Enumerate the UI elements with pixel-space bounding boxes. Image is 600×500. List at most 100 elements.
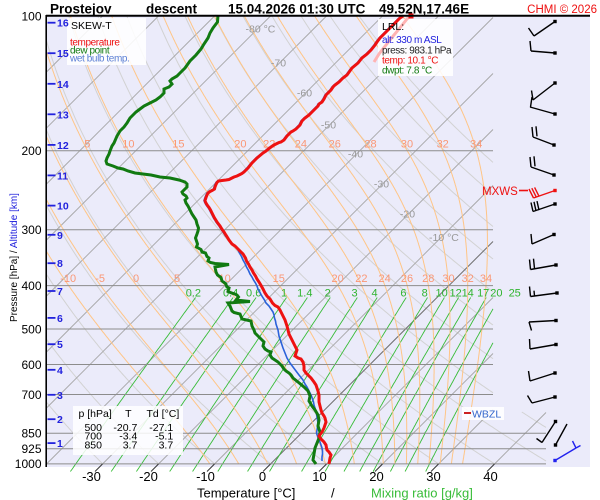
svg-text:/: / (331, 486, 335, 500)
svg-text:15: 15 (57, 48, 69, 60)
svg-text:3.7: 3.7 (123, 440, 138, 452)
svg-text:5: 5 (57, 339, 63, 351)
svg-text:25: 25 (509, 288, 521, 300)
svg-text:SKEW-T: SKEW-T (71, 20, 112, 32)
svg-text:-70: -70 (271, 58, 286, 70)
svg-text:3: 3 (352, 288, 358, 300)
svg-text:WBZL: WBZL (472, 409, 501, 421)
svg-text:1: 1 (281, 288, 287, 300)
svg-text:-60: -60 (297, 88, 312, 100)
svg-text:15: 15 (172, 138, 184, 150)
svg-text:press: 983.1 hPa: press: 983.1 hPa (382, 46, 452, 57)
svg-text:8: 8 (422, 288, 428, 300)
svg-text:Pressure [hPa] / Altitude [k: Pressure [hPa] / Altitude [km] (9, 193, 20, 322)
svg-text:LRL:: LRL: (382, 21, 404, 33)
svg-text:dwpt: 7.8 °C: dwpt: 7.8 °C (382, 66, 432, 77)
svg-text:850: 850 (21, 427, 41, 441)
svg-text:-40: -40 (348, 149, 363, 161)
svg-text:700: 700 (21, 388, 41, 402)
svg-text:400: 400 (21, 279, 41, 293)
svg-text:-30: -30 (82, 469, 101, 484)
svg-text:wet bulb temp.: wet bulb temp. (69, 54, 129, 65)
svg-text:32: 32 (437, 138, 449, 150)
svg-text:-80 °C: -80 °C (246, 24, 276, 36)
svg-text:17: 17 (477, 288, 489, 300)
svg-text:14: 14 (462, 288, 474, 300)
svg-text:-10: -10 (196, 469, 215, 484)
svg-text:7: 7 (57, 286, 63, 298)
svg-text:Prostejov: Prostejov (50, 2, 112, 17)
svg-text:3.7: 3.7 (159, 440, 174, 452)
svg-text:4: 4 (371, 288, 377, 300)
svg-text:temp: 10.1 °C: temp: 10.1 °C (382, 56, 438, 67)
svg-text:30: 30 (401, 138, 413, 150)
svg-text:28: 28 (364, 138, 376, 150)
svg-text:Td [°C]: Td [°C] (147, 408, 180, 420)
svg-text:9: 9 (57, 230, 63, 242)
svg-text:16: 16 (57, 18, 69, 30)
svg-text:-30: -30 (374, 179, 389, 191)
svg-text:-50: -50 (321, 120, 336, 132)
svg-text:0: 0 (133, 273, 139, 285)
svg-text:11: 11 (57, 170, 68, 182)
svg-text:24: 24 (295, 138, 307, 150)
svg-text:20: 20 (490, 288, 502, 300)
svg-text:12: 12 (57, 140, 69, 152)
svg-text:-10 °C: -10 °C (429, 232, 459, 244)
svg-text:2: 2 (57, 414, 63, 426)
svg-text:-20.7: -20.7 (113, 422, 137, 434)
svg-text:30: 30 (426, 469, 440, 484)
svg-text:1000: 1000 (15, 457, 42, 471)
svg-text:850: 850 (84, 440, 102, 452)
svg-text:34: 34 (470, 138, 482, 150)
svg-text:925: 925 (21, 442, 41, 456)
svg-text:Mixing ratio [g/kg]: Mixing ratio [g/kg] (371, 486, 473, 500)
svg-text:0: 0 (259, 469, 266, 484)
svg-text:1: 1 (57, 438, 63, 450)
svg-text:20: 20 (234, 138, 246, 150)
svg-text:-3.4: -3.4 (119, 431, 137, 443)
svg-text:14: 14 (57, 79, 69, 91)
svg-text:dew point: dew point (70, 45, 110, 56)
svg-text:10: 10 (122, 138, 134, 150)
svg-text:10: 10 (435, 288, 447, 300)
svg-text:-20: -20 (400, 209, 415, 221)
svg-text:temperature: temperature (70, 37, 120, 48)
svg-text:26: 26 (401, 273, 413, 285)
svg-text:500: 500 (21, 322, 41, 336)
svg-text:10: 10 (312, 469, 326, 484)
svg-text:descent: descent (146, 2, 198, 17)
svg-text:8: 8 (57, 258, 63, 270)
svg-text:-5.1: -5.1 (155, 431, 173, 443)
svg-text:Temperature [°C]: Temperature [°C] (197, 486, 295, 500)
svg-text:100: 100 (21, 9, 41, 23)
svg-text:-10: -10 (60, 273, 76, 285)
svg-text:12: 12 (449, 288, 461, 300)
svg-text:T: T (125, 408, 132, 420)
svg-text:MXWS: MXWS (482, 186, 518, 198)
svg-text:500: 500 (84, 422, 102, 434)
svg-text:34: 34 (480, 273, 492, 285)
svg-text:6: 6 (400, 288, 406, 300)
svg-text:6: 6 (57, 313, 63, 325)
svg-text:24: 24 (378, 273, 390, 285)
svg-text:0.6: 0.6 (246, 288, 261, 300)
svg-text:-27.1: -27.1 (149, 422, 173, 434)
svg-text:-5: -5 (95, 273, 105, 285)
svg-text:20: 20 (331, 273, 343, 285)
svg-text:CHMI © 2026: CHMI © 2026 (527, 4, 597, 16)
svg-text:p [hPa]: p [hPa] (79, 408, 112, 420)
svg-text:300: 300 (21, 223, 41, 237)
svg-text:1.4: 1.4 (297, 288, 312, 300)
svg-text:2: 2 (325, 288, 331, 300)
svg-text:-20: -20 (139, 469, 158, 484)
svg-text:600: 600 (21, 358, 41, 372)
svg-text:4: 4 (57, 365, 63, 377)
svg-text:3: 3 (57, 390, 63, 402)
svg-text:40: 40 (483, 469, 497, 484)
svg-text:200: 200 (21, 144, 41, 158)
svg-text:0.2: 0.2 (186, 288, 201, 300)
svg-text:700: 700 (84, 431, 102, 443)
svg-text:5: 5 (84, 138, 90, 150)
svg-text:20: 20 (369, 469, 383, 484)
